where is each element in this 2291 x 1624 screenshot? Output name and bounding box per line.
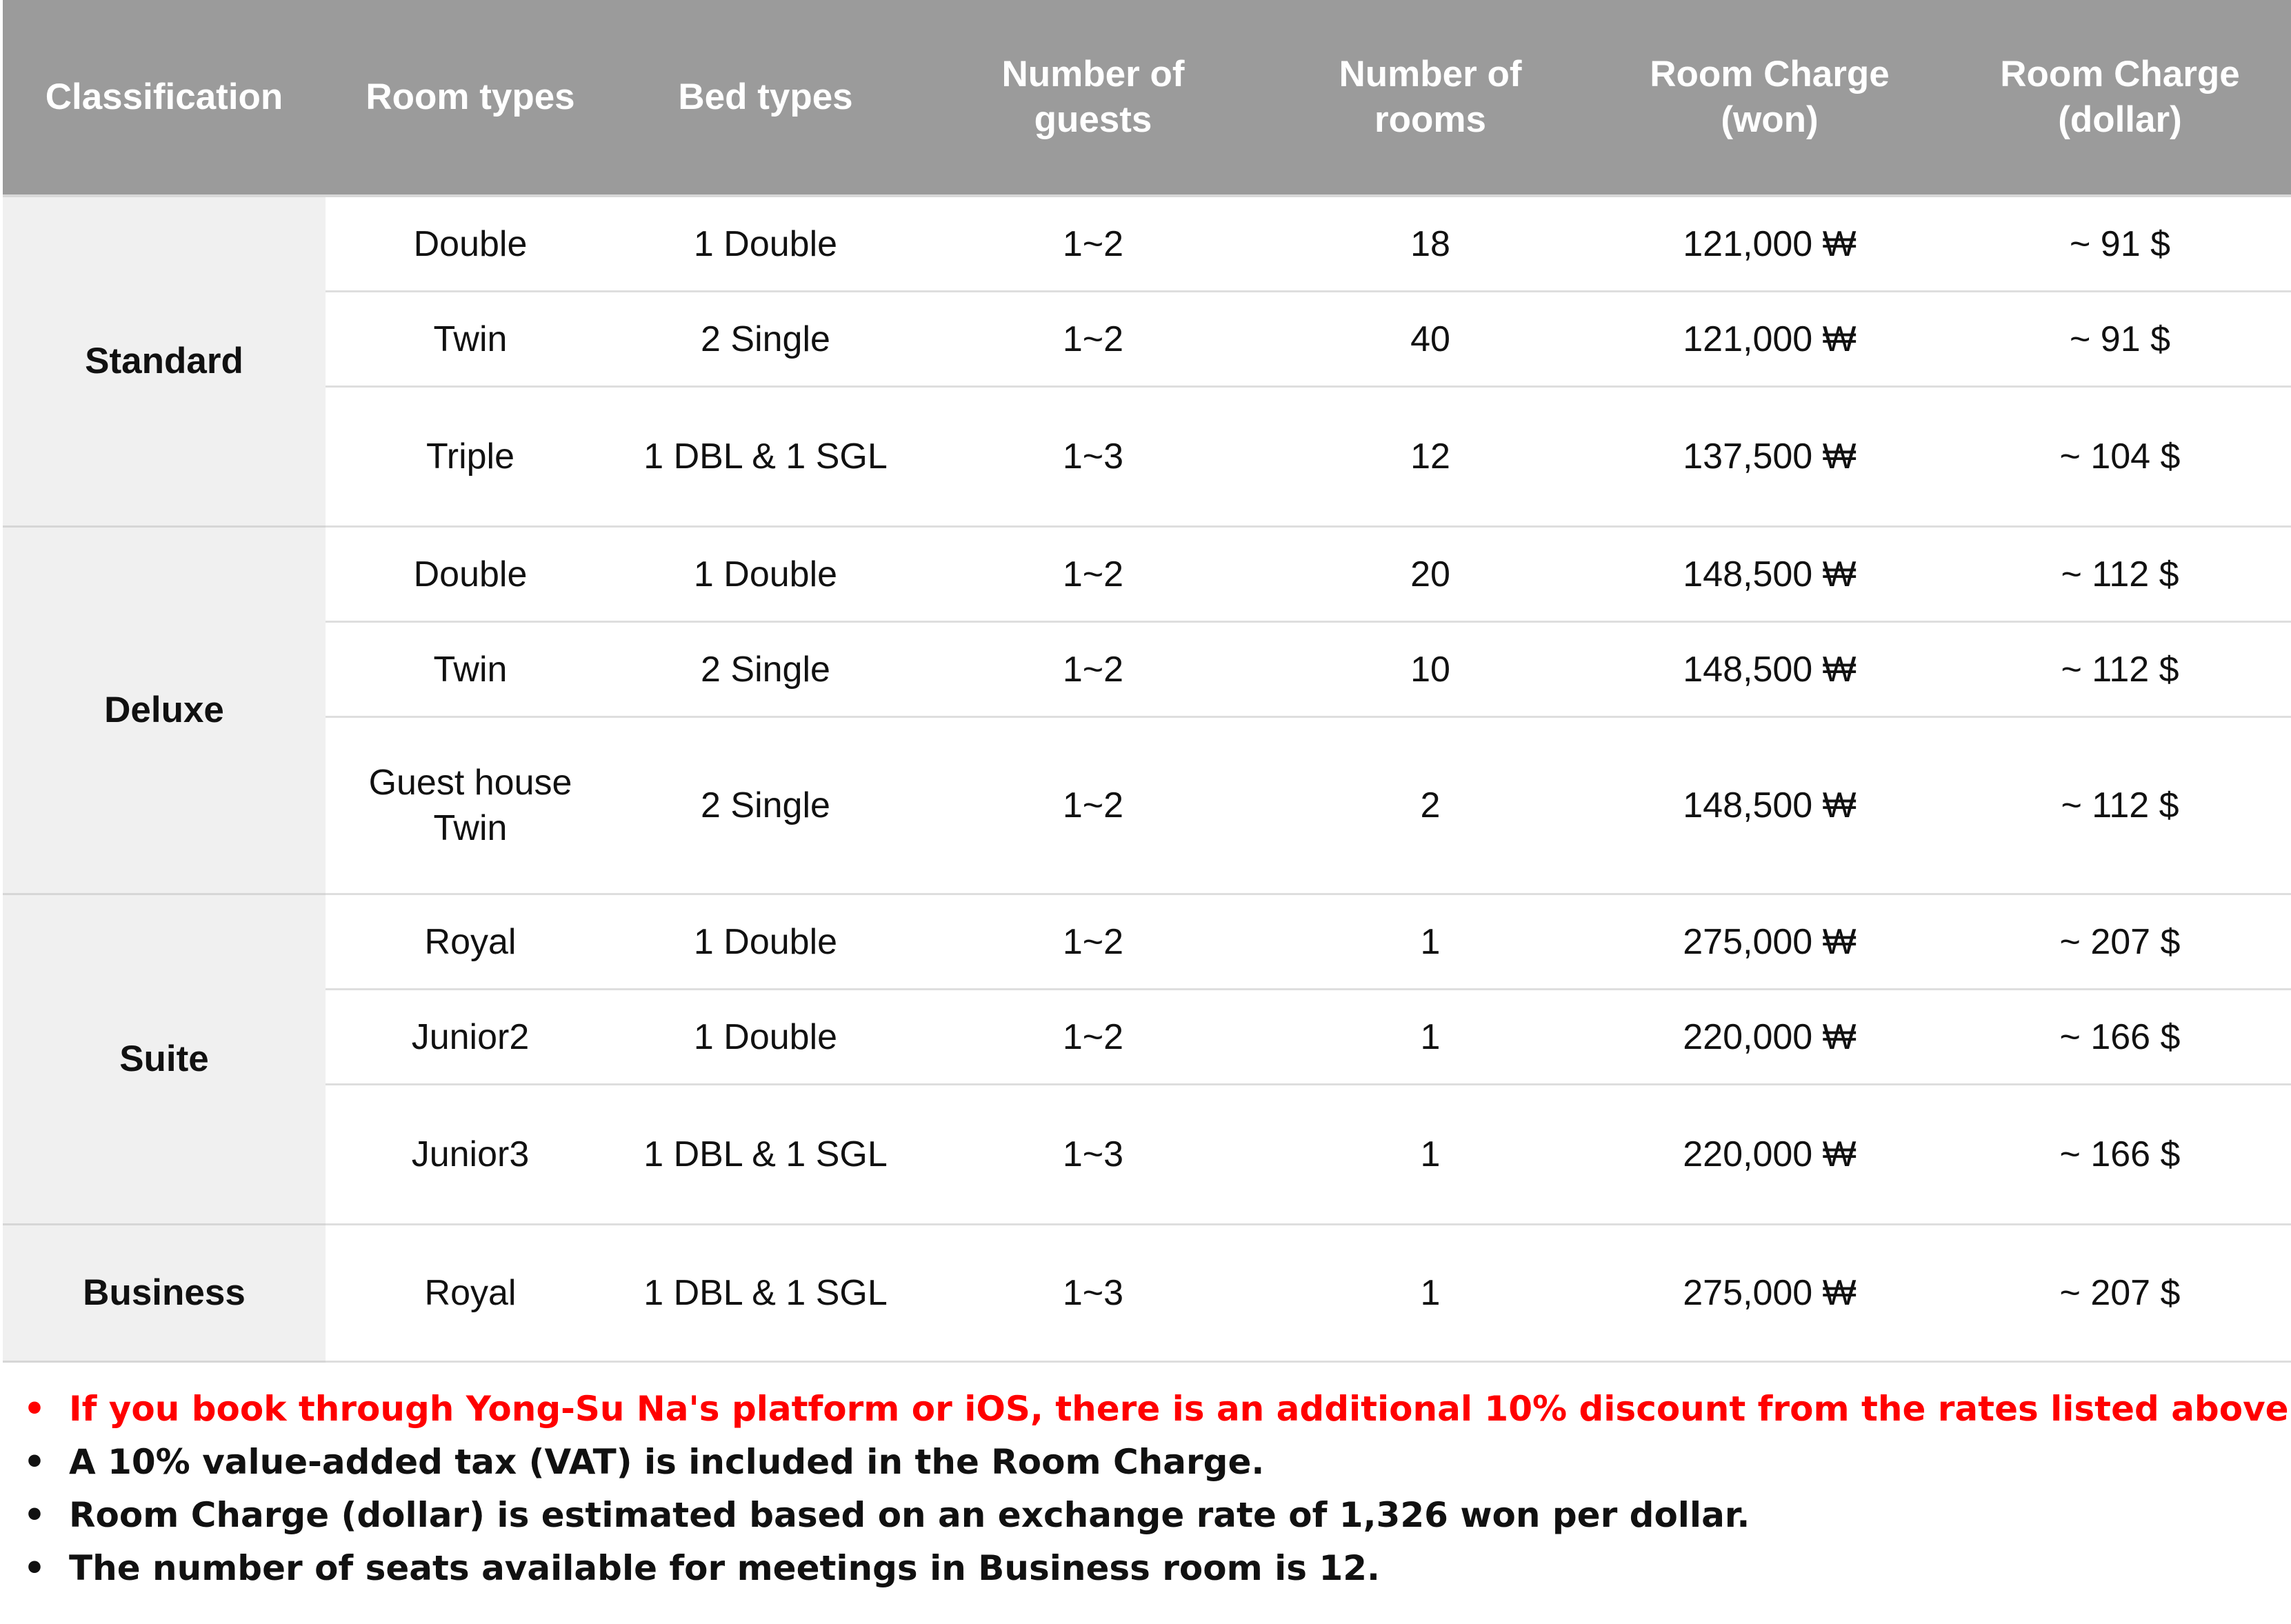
header-bed-types: Bed types	[615, 0, 916, 197]
table-row: Suite Royal 1 Double 1~2 1 275,000 ₩ ~ 2…	[3, 894, 2291, 1225]
header-number-of-guests: Number of guests	[916, 0, 1270, 197]
charge-won-cell: 148,500 ₩	[1590, 621, 1949, 718]
rooms-cell: 1	[1270, 1084, 1590, 1225]
room-type-cell: Twin	[326, 621, 615, 718]
charge-dollar-cell: ~ 166 $	[1949, 989, 2291, 1085]
table-row: Junior3 1 DBL & 1 SGL 1~3 1 220,000 ₩ ~ …	[3, 1084, 2291, 1225]
charge-won-cell: 148,500 ₩	[1590, 716, 1949, 895]
rooms-cell: 10	[1270, 621, 1590, 718]
room-type-cell: Guest house Twin	[326, 716, 615, 895]
charge-won-cell: 121,000 ₩	[1590, 291, 1949, 388]
note-vat: • A 10% value-added tax (VAT) is include…	[23, 1436, 2285, 1489]
note-text: The number of seats available for meetin…	[69, 1548, 1381, 1588]
note-discount: • If you book through Yong-Su Na's platf…	[23, 1383, 2291, 1436]
table-row: Junior2 1 Double 1~2 1 220,000 ₩ ~ 166 $	[3, 989, 2291, 1085]
charge-won-cell: 121,000 ₩	[1590, 196, 1949, 292]
bed-type-cell: 1 Double	[615, 894, 916, 990]
charge-won-cell: 275,000 ₩	[1590, 1224, 1949, 1363]
charge-dollar-cell: ~ 112 $	[1949, 621, 2291, 718]
charge-won-cell: 220,000 ₩	[1590, 989, 1949, 1085]
bed-type-cell: 1 Double	[615, 526, 916, 623]
guests-cell: 1~3	[916, 1224, 1270, 1363]
room-type-cell: Junior3	[326, 1084, 615, 1225]
bullet-icon: •	[23, 1495, 46, 1535]
table-row: Standard Double 1 Double 1~2 18 121,000 …	[3, 196, 2291, 528]
note-text: If you book through Yong-Su Na's platfor…	[69, 1389, 2291, 1429]
bullet-icon: •	[23, 1442, 46, 1482]
header-number-of-rooms: Number of rooms	[1270, 0, 1590, 197]
rooms-cell: 18	[1270, 196, 1590, 292]
guests-cell: 1~2	[916, 894, 1270, 990]
table-body: Standard Double 1 Double 1~2 18 121,000 …	[3, 196, 2291, 1363]
charge-won-cell: 148,500 ₩	[1590, 526, 1949, 623]
room-type-cell: Junior2	[326, 989, 615, 1085]
charge-dollar-cell: ~ 104 $	[1949, 386, 2291, 528]
rooms-cell: 40	[1270, 291, 1590, 388]
guests-cell: 1~2	[916, 621, 1270, 718]
classification-business: Business	[3, 1224, 326, 1363]
bed-type-cell: 2 Single	[615, 621, 916, 718]
header-classification: Classification	[3, 0, 326, 197]
classification-standard: Standard	[3, 196, 326, 528]
header-room-charge-dollar: Room Charge (dollar)	[1949, 0, 2291, 197]
table-row: Triple 1 DBL & 1 SGL 1~3 12 137,500 ₩ ~ …	[3, 386, 2291, 528]
header-row: Classification Room types Bed types Numb…	[3, 0, 2291, 197]
bullet-icon: •	[23, 1548, 46, 1588]
table-row: Business Royal 1 DBL & 1 SGL 1~3 1 275,0…	[3, 1224, 2291, 1363]
bed-type-cell: 1 DBL & 1 SGL	[615, 1224, 916, 1363]
bed-type-cell: 1 Double	[615, 196, 916, 292]
charge-dollar-cell: ~ 112 $	[1949, 526, 2291, 623]
room-type-cell: Royal	[326, 1224, 615, 1363]
note-text: A 10% value-added tax (VAT) is included …	[69, 1442, 1265, 1482]
rooms-cell: 20	[1270, 526, 1590, 623]
note-exchange-rate: • Room Charge (dollar) is estimated base…	[23, 1489, 2285, 1542]
charge-dollar-cell: ~ 166 $	[1949, 1084, 2291, 1225]
guests-cell: 1~2	[916, 291, 1270, 388]
bullet-icon: •	[23, 1389, 46, 1429]
charge-dollar-cell: ~ 112 $	[1949, 716, 2291, 895]
room-rate-table: Classification Room types Bed types Numb…	[3, 0, 2291, 1363]
room-type-cell: Triple	[326, 386, 615, 528]
charge-won-cell: 275,000 ₩	[1590, 894, 1949, 990]
charge-dollar-cell: ~ 91 $	[1949, 196, 2291, 292]
bed-type-cell: 1 Double	[615, 989, 916, 1085]
table-row: Deluxe Double 1 Double 1~2 20 148,500 ₩ …	[3, 526, 2291, 895]
rooms-cell: 1	[1270, 894, 1590, 990]
charge-dollar-cell: ~ 207 $	[1949, 1224, 2291, 1363]
guests-cell: 1~3	[916, 1084, 1270, 1225]
classification-suite: Suite	[3, 894, 326, 1225]
room-type-cell: Double	[326, 526, 615, 623]
guests-cell: 1~2	[916, 196, 1270, 292]
charge-won-cell: 137,500 ₩	[1590, 386, 1949, 528]
rooms-cell: 1	[1270, 989, 1590, 1085]
charge-dollar-cell: ~ 91 $	[1949, 291, 2291, 388]
table-header: Classification Room types Bed types Numb…	[3, 0, 2291, 197]
room-type-cell: Double	[326, 196, 615, 292]
header-room-charge-won: Room Charge (won)	[1590, 0, 1949, 197]
table-row: Twin 2 Single 1~2 40 121,000 ₩ ~ 91 $	[3, 291, 2291, 388]
charge-won-cell: 220,000 ₩	[1590, 1084, 1949, 1225]
classification-deluxe: Deluxe	[3, 526, 326, 895]
table-row: Guest house Twin 2 Single 1~2 2 148,500 ₩…	[3, 716, 2291, 895]
guests-cell: 1~2	[916, 989, 1270, 1085]
bed-type-cell: 2 Single	[615, 291, 916, 388]
note-business-seats: • The number of seats available for meet…	[23, 1542, 2285, 1595]
notes-list: • If you book through Yong-Su Na's platf…	[23, 1383, 2291, 1595]
guests-cell: 1~3	[916, 386, 1270, 528]
header-room-types: Room types	[326, 0, 615, 197]
table-row: Twin 2 Single 1~2 10 148,500 ₩ ~ 112 $	[3, 621, 2291, 718]
rooms-cell: 12	[1270, 386, 1590, 528]
guests-cell: 1~2	[916, 716, 1270, 895]
room-type-cell: Twin	[326, 291, 615, 388]
bed-type-cell: 2 Single	[615, 716, 916, 895]
charge-dollar-cell: ~ 207 $	[1949, 894, 2291, 990]
bed-type-cell: 1 DBL & 1 SGL	[615, 386, 916, 528]
guests-cell: 1~2	[916, 526, 1270, 623]
bed-type-cell: 1 DBL & 1 SGL	[615, 1084, 916, 1225]
rooms-cell: 1	[1270, 1224, 1590, 1363]
room-type-cell: Royal	[326, 894, 615, 990]
rooms-cell: 2	[1270, 716, 1590, 895]
note-text: Room Charge (dollar) is estimated based …	[69, 1495, 1750, 1535]
